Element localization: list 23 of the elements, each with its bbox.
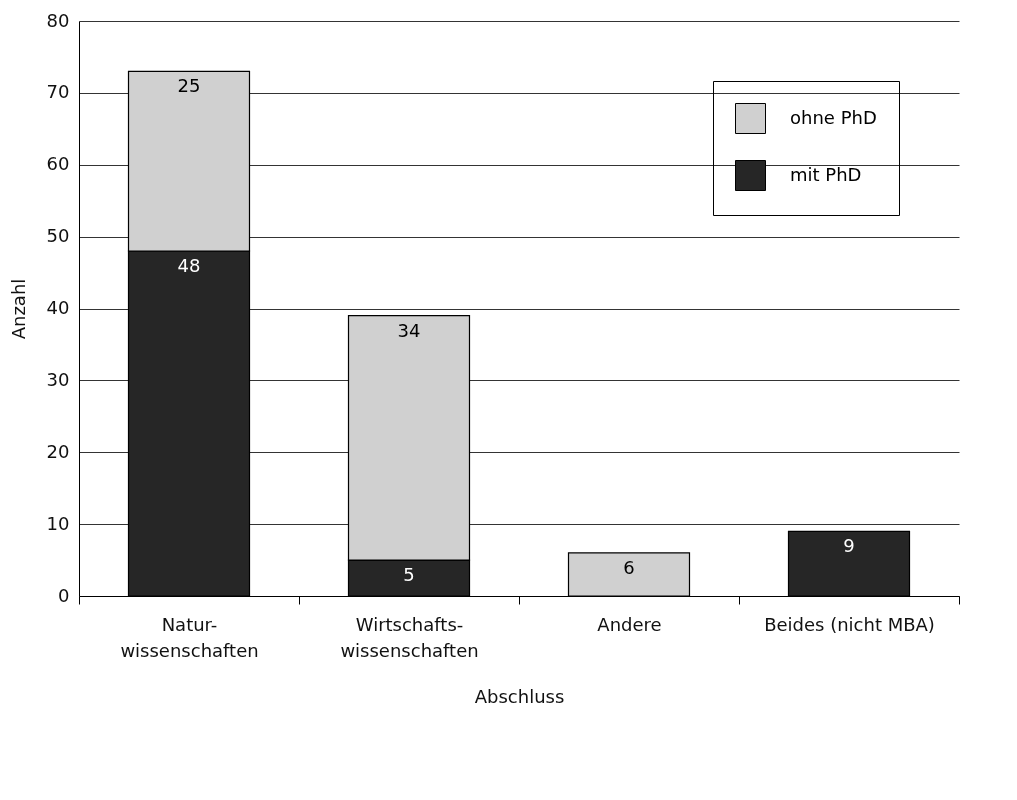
data-label: 25 xyxy=(177,75,201,97)
legend-label: ohne PhD xyxy=(790,106,877,128)
data-label: 48 xyxy=(177,255,201,276)
y-axis-title: Anzahl xyxy=(7,278,29,340)
data-label: 34 xyxy=(397,319,421,341)
y-tick-label: 0 xyxy=(58,584,70,606)
x-tick-label: Natur- wissenschaften xyxy=(120,613,259,661)
y-tick-label: 70 xyxy=(46,81,70,103)
y-tick-label: 10 xyxy=(46,512,70,534)
y-tick-label: 40 xyxy=(46,297,70,318)
y-tick-label: 20 xyxy=(46,440,70,462)
data-label: 6 xyxy=(623,556,635,578)
legend-label: mit PhD xyxy=(790,163,862,185)
y-tick-label: 30 xyxy=(46,368,70,390)
x-axis-title: Abschluss xyxy=(474,685,565,707)
x-tick-label: Andere xyxy=(597,613,662,635)
y-tick-label: 50 xyxy=(46,225,70,247)
x-tick-label: Wirtschafts- wissenschaften xyxy=(340,613,479,661)
x-tick-label: Beides (nicht MBA) xyxy=(764,613,935,635)
data-label: 9 xyxy=(843,535,855,557)
y-tick-label: 60 xyxy=(46,153,70,175)
data-label: 5 xyxy=(403,564,415,586)
y-tick-label: 80 xyxy=(46,9,70,31)
